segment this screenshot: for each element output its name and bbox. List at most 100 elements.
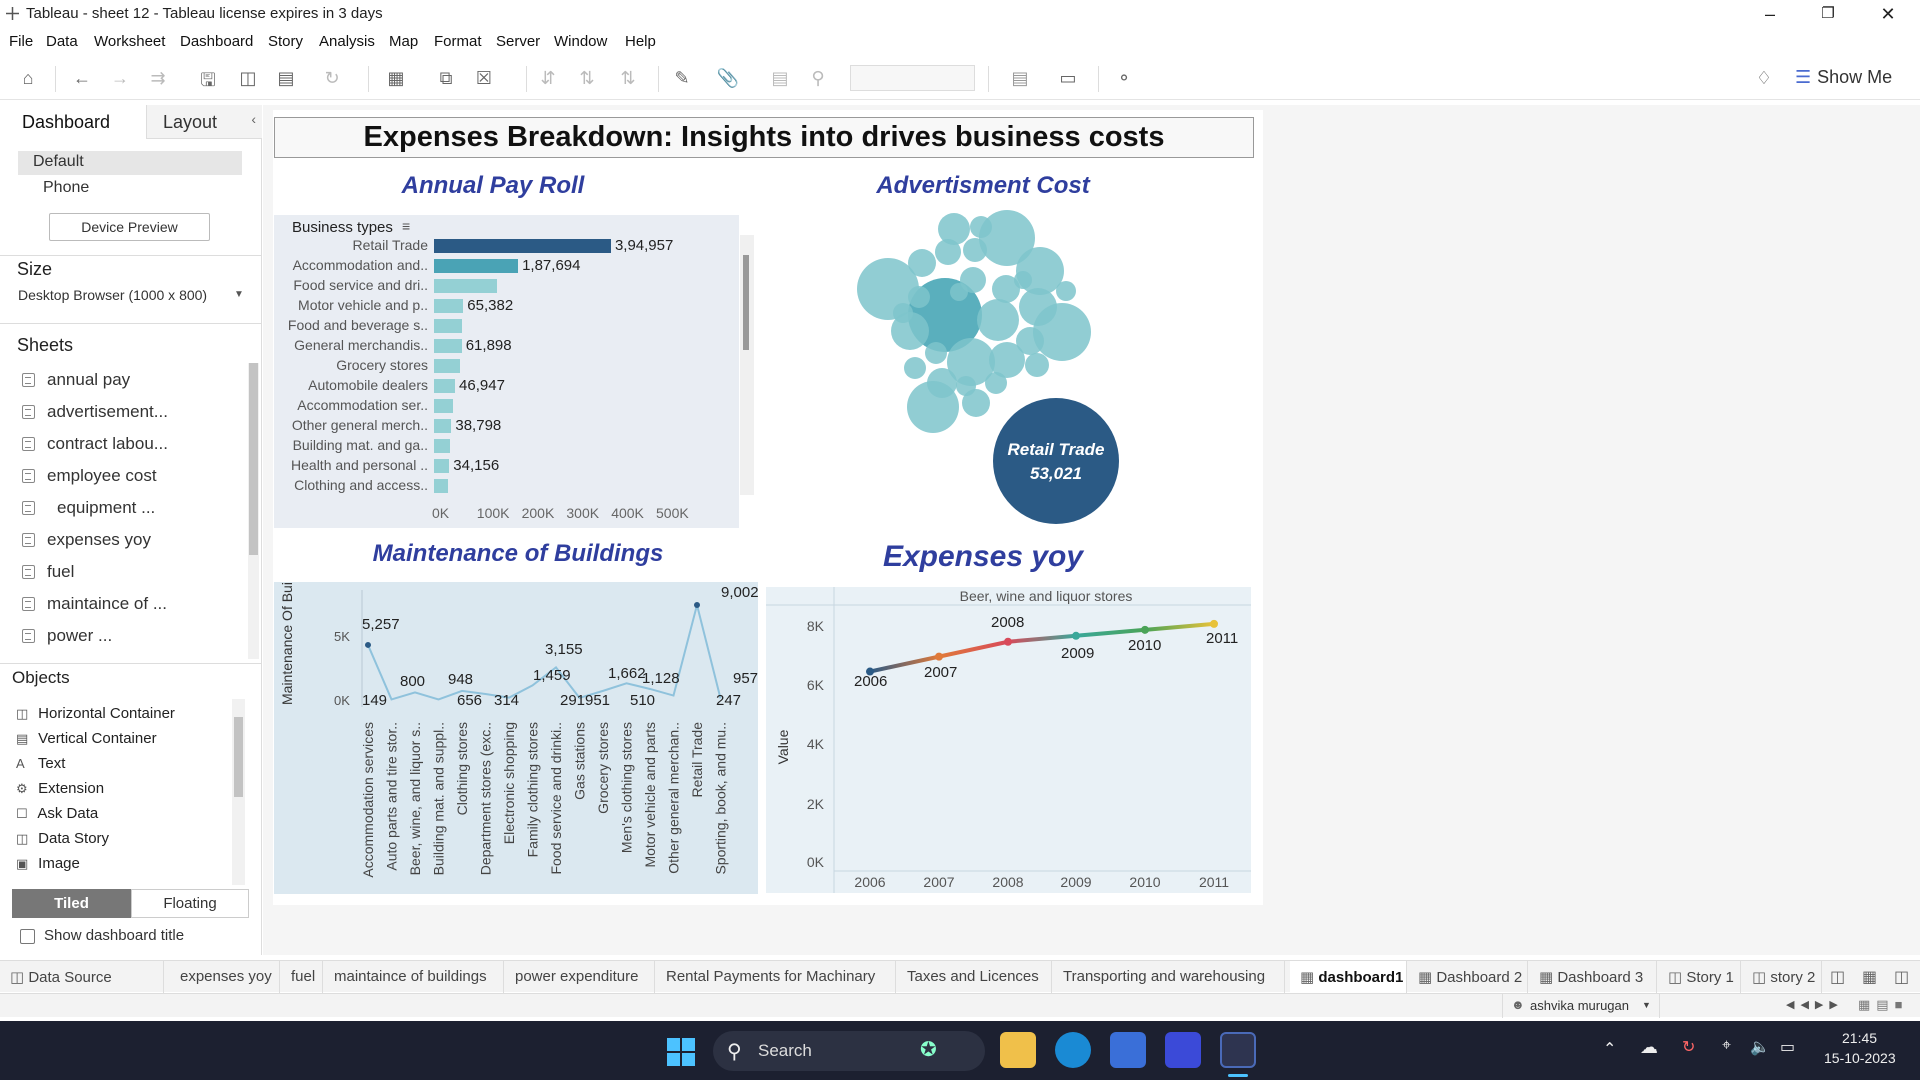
object-image[interactable]: ▣ Image [16, 855, 80, 872]
presentation-icon[interactable]: ▭ [1059, 68, 1077, 88]
wifi-icon[interactable]: ⌖ [1722, 1037, 1732, 1054]
menu-analysis[interactable]: Analysis [319, 33, 375, 50]
tab-story-1[interactable]: ◫ Story 1 [1658, 961, 1741, 993]
object-extension[interactable]: ⚙ Extension [16, 780, 104, 797]
tab-dashboard-2[interactable]: ▦ Dashboard 2 [1408, 961, 1528, 993]
clear-sheet-icon[interactable]: ☒ [475, 68, 493, 88]
clock-date[interactable]: 15-10-2023 [1824, 1050, 1896, 1066]
pin-icon[interactable]: ⚲ [811, 68, 825, 88]
close-icon[interactable]: ✕ [1880, 4, 1896, 24]
tab-dashboard1[interactable]: ▦ dashboard1 [1290, 961, 1407, 993]
bar[interactable] [434, 459, 450, 473]
new-worksheet-icon[interactable]: ▦ [387, 68, 405, 88]
bubble[interactable] [1033, 303, 1091, 361]
bar[interactable] [434, 339, 462, 353]
menu-format[interactable]: Format [434, 33, 482, 50]
bar[interactable] [434, 399, 453, 413]
user-menu[interactable]: ☻ ashvika murugan ▼ [1502, 994, 1660, 1018]
bar[interactable] [434, 379, 456, 393]
menu-story[interactable]: Story [268, 33, 304, 50]
duplicate-sheet-icon[interactable]: ⧉ [439, 68, 453, 88]
chevron-down-icon[interactable]: ▼ [234, 289, 244, 300]
sort-desc-icon[interactable]: ⇅ [620, 68, 636, 88]
sheet-item[interactable]: contract labou... [22, 434, 168, 454]
device-phone[interactable]: Phone [43, 179, 90, 196]
bar[interactable] [434, 279, 497, 293]
restore-icon[interactable]: ❐ [1821, 5, 1835, 22]
new-datasource-icon[interactable]: ◫ [239, 68, 257, 88]
group-icon[interactable]: 📎 [716, 68, 740, 88]
tab-transporting[interactable]: Transporting and warehousing [1053, 961, 1285, 993]
bar[interactable] [434, 239, 611, 253]
edge-icon[interactable] [1055, 1032, 1091, 1068]
payroll-scrollthumb[interactable] [743, 255, 749, 350]
sheet-item[interactable]: expenses yoy [22, 530, 151, 550]
bar[interactable] [434, 439, 451, 453]
start-icon[interactable] [667, 1038, 695, 1066]
bubble[interactable] [950, 283, 968, 301]
tab-rental-payments[interactable]: Rental Payments for Machinary [656, 961, 896, 993]
bubble[interactable] [977, 299, 1019, 341]
labels-icon[interactable]: ▤ [771, 68, 789, 88]
bubble-highlight[interactable] [993, 398, 1119, 524]
sheets-scrollthumb[interactable] [249, 363, 258, 555]
show-cards-icon[interactable]: ▤ [1011, 68, 1029, 88]
tab-data-source[interactable]: ◫ Data Source [0, 961, 164, 993]
objects-scrollthumb[interactable] [234, 717, 243, 797]
bubble[interactable] [908, 286, 930, 308]
bubble[interactable] [1056, 281, 1076, 301]
minimize-icon[interactable]: – [1764, 4, 1775, 24]
new-worksheet-tab-icon[interactable]: ◫ [1830, 969, 1846, 986]
swap-icon[interactable]: ⇵ [540, 68, 556, 88]
menu-data[interactable]: Data [46, 33, 78, 50]
bar[interactable] [434, 299, 464, 313]
format-painter-icon[interactable]: ♢ [1755, 68, 1773, 88]
bar[interactable] [434, 319, 463, 333]
tab-maintaince-of-buildings[interactable]: maintaince of buildings [324, 961, 504, 993]
redo-icon[interactable]: → [111, 68, 129, 88]
store-icon[interactable] [1110, 1032, 1146, 1068]
bubble[interactable] [935, 239, 961, 265]
bubble[interactable] [907, 381, 959, 433]
sheet-item[interactable]: advertisement... [22, 402, 168, 422]
sheet-item[interactable]: annual pay [22, 370, 130, 390]
bubble[interactable] [904, 357, 926, 379]
sheet-item[interactable]: equipment ... [22, 498, 155, 518]
file-explorer-icon[interactable] [1000, 1032, 1036, 1068]
menu-window[interactable]: Window [554, 33, 608, 50]
tab-dashboard[interactable]: Dashboard [22, 112, 111, 132]
tab-power-expenditure[interactable]: power expenditure [505, 961, 655, 993]
menu-worksheet[interactable]: Worksheet [94, 33, 166, 50]
new-story-tab-icon[interactable]: ◫ [1894, 969, 1910, 986]
menu-map[interactable]: Map [389, 33, 419, 50]
save-icon[interactable]: 🖫 [200, 70, 216, 90]
battery-icon[interactable]: ▭ [1780, 1039, 1796, 1056]
mathway-icon[interactable] [1165, 1032, 1201, 1068]
bar[interactable] [434, 479, 448, 493]
tab-story-2[interactable]: ◫ story 2 [1742, 961, 1822, 993]
refresh-icon[interactable]: ↻ [324, 68, 340, 88]
menu-file[interactable]: File [9, 33, 34, 50]
sort-asc-icon[interactable]: ⇅ [579, 68, 595, 88]
sheet-item[interactable]: power ... [22, 626, 112, 646]
object-horizontal-container[interactable]: ◫ Horizontal Container [16, 705, 175, 722]
pause-updates-icon[interactable]: ▤ [277, 68, 295, 88]
bar[interactable] [434, 359, 460, 373]
clock-time[interactable]: 21:45 [1842, 1030, 1878, 1046]
collapse-icon[interactable]: ‹ [251, 111, 256, 127]
object-data-story[interactable]: ◫ Data Story [16, 830, 109, 847]
object-ask-data[interactable]: ☐ Ask Data [16, 805, 98, 822]
fit-dropdown[interactable] [850, 65, 975, 91]
bubble[interactable] [1014, 271, 1032, 289]
volume-icon[interactable]: 🔈 [1750, 1039, 1770, 1056]
show-title-checkbox[interactable] [20, 929, 35, 944]
chevron-up-icon[interactable]: ⌃ [1603, 1041, 1617, 1058]
floating-button[interactable]: Floating [131, 889, 249, 918]
bubble[interactable] [1025, 353, 1049, 377]
bubble[interactable] [893, 303, 913, 323]
tab-dashboard-3[interactable]: ▦ Dashboard 3 [1529, 961, 1657, 993]
sort-icon[interactable]: ≡ [402, 218, 411, 234]
sheet-navigation[interactable]: ◀◀▶▶ [1786, 999, 1844, 1011]
size-dropdown[interactable]: Desktop Browser (1000 x 800) [18, 287, 208, 303]
tab-fuel[interactable]: fuel [281, 961, 323, 993]
